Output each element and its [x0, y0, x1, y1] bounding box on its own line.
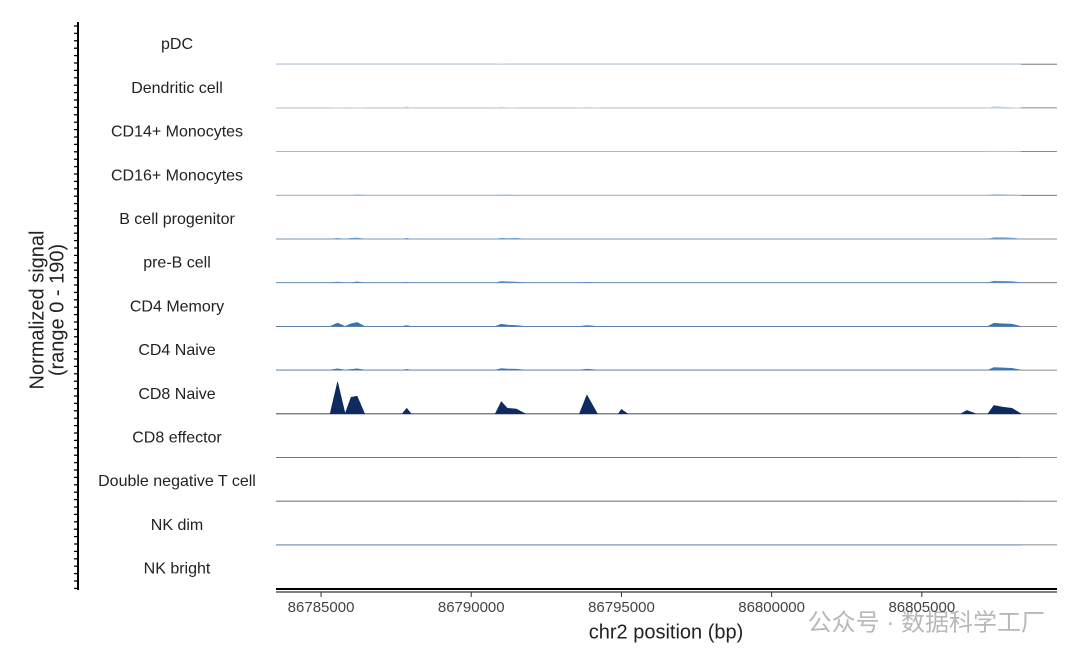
track-label: B cell progenitor [119, 211, 235, 228]
coverage-area [276, 367, 1022, 371]
x-tick-label: 86800000 [738, 599, 805, 616]
coverage-area [276, 381, 1023, 415]
x-axis-label: chr2 position (bp) [589, 621, 744, 643]
watermark: 公众号 · 数据科学工厂 [808, 609, 1045, 636]
track-label: pDC [161, 36, 193, 53]
track-label: CD14+ Monocytes [111, 124, 243, 141]
track-label: CD8 Naive [138, 386, 215, 403]
coverage-area [276, 194, 1022, 196]
track-label: CD8 effector [132, 430, 222, 447]
track-label: pre-B cell [143, 255, 211, 272]
track-label: NK bright [144, 561, 211, 578]
x-tick-label: 86785000 [288, 599, 355, 616]
track-label: CD4 Naive [138, 342, 215, 359]
track-label: NK dim [151, 517, 203, 534]
track-label: Dendritic cell [131, 80, 223, 97]
track-label: Double negative T cell [98, 473, 256, 490]
y-axis-label: Normalized signal [26, 231, 48, 390]
coverage-area [276, 237, 1022, 240]
y-axis-label: (range 0 - 190) [46, 244, 68, 376]
x-tick-label: 86790000 [438, 599, 505, 616]
track-label: CD16+ Monocytes [111, 167, 243, 184]
coverage-area [276, 63, 1021, 65]
coverage-area [276, 322, 1022, 327]
x-tick-label: 86805000 [888, 599, 955, 616]
coverage-area [276, 280, 1022, 283]
x-tick-label: 86795000 [588, 599, 655, 616]
track-label: CD4 Memory [130, 298, 224, 315]
coverage-area [276, 106, 1022, 109]
